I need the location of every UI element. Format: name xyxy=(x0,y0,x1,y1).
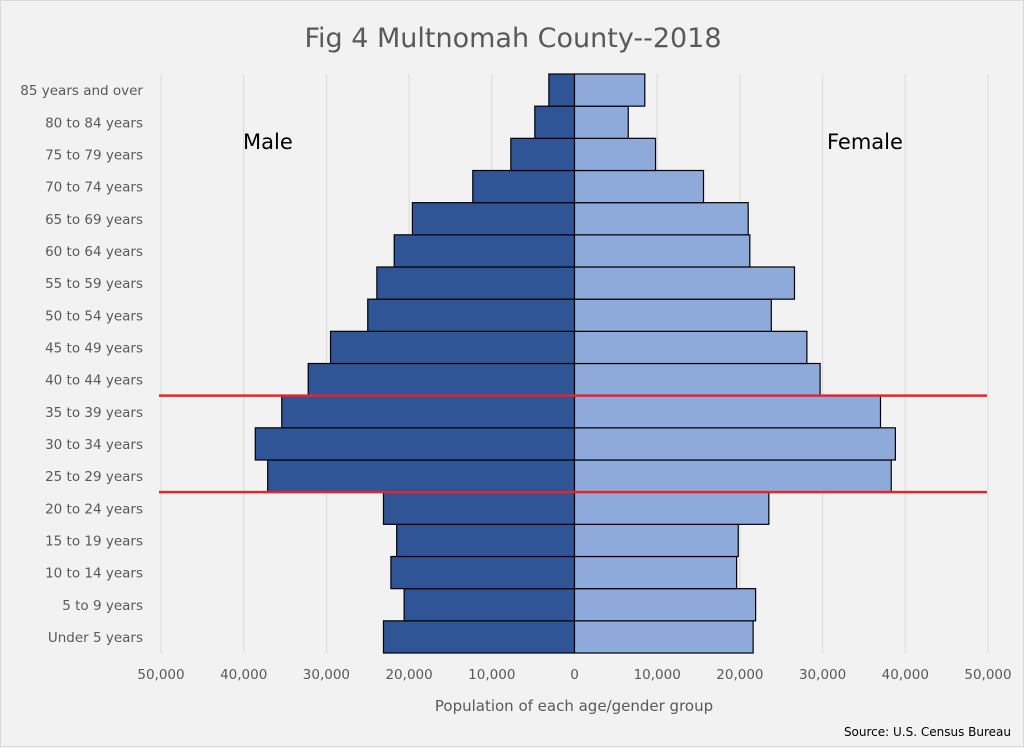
female-bar xyxy=(573,427,896,461)
female-bar xyxy=(573,491,770,525)
female-bar xyxy=(573,105,629,139)
category-label: 80 to 84 years xyxy=(45,115,143,131)
source-note: Source: U.S. Census Bureau xyxy=(844,725,1011,739)
male-bar xyxy=(367,298,576,332)
female-bar xyxy=(573,202,749,236)
female-bar xyxy=(573,395,882,429)
x-tick-label: 50,000 xyxy=(137,667,184,683)
male-bar xyxy=(382,491,576,525)
category-label: 10 to 14 years xyxy=(45,566,143,582)
x-tick-label: 10,000 xyxy=(468,667,515,683)
category-label: 65 to 69 years xyxy=(45,212,143,228)
male-bar xyxy=(307,362,576,397)
category-label: 85 years and over xyxy=(20,83,143,99)
x-tick-label: 0 xyxy=(570,667,579,683)
male-bar xyxy=(403,588,576,622)
male-bar xyxy=(267,459,576,493)
male-bar xyxy=(548,73,576,107)
category-label: 40 to 44 years xyxy=(45,373,143,389)
female-bar xyxy=(573,330,808,365)
x-axis-title: Population of each age/gender group xyxy=(435,697,713,715)
male-bar xyxy=(472,169,576,204)
female-bar xyxy=(573,555,738,590)
male-bar xyxy=(376,266,576,300)
female-bar xyxy=(573,73,646,107)
x-tick-label: 30,000 xyxy=(799,667,846,683)
male-bar xyxy=(254,427,576,461)
category-labels: Under 5 years 5 to 9 years 10 to 14 years 1… xyxy=(20,83,143,646)
female-bar xyxy=(573,234,751,268)
x-tick-label: 40,000 xyxy=(220,667,267,683)
category-label: Under 5 years xyxy=(48,630,143,646)
category-label: 25 to 29 years xyxy=(45,469,143,485)
category-label: 70 to 74 years xyxy=(45,180,143,196)
male-bar xyxy=(390,555,576,590)
male-bar xyxy=(396,523,576,558)
category-label: 50 to 54 years xyxy=(45,308,143,324)
female-bar xyxy=(573,362,821,397)
male-bar xyxy=(382,620,576,654)
male-bar xyxy=(534,105,576,139)
x-tick-label: 30,000 xyxy=(303,667,350,683)
category-label: 30 to 34 years xyxy=(45,437,143,453)
x-tick-label: 50,000 xyxy=(964,667,1011,683)
category-label: 35 to 39 years xyxy=(45,405,143,421)
category-label: 75 to 79 years xyxy=(45,147,143,163)
male-bar xyxy=(411,202,576,236)
category-label: 55 to 59 years xyxy=(45,276,143,292)
female-label: Female xyxy=(827,130,903,154)
female-bar xyxy=(573,620,754,654)
x-tick-labels: 50,000 40,000 30,000 20,000 10,000 0 10,000 20,… xyxy=(137,667,1011,683)
category-label: 60 to 64 years xyxy=(45,244,143,260)
category-label: 5 to 9 years xyxy=(62,598,143,614)
female-bar xyxy=(573,266,796,300)
x-tick-label: 40,000 xyxy=(882,667,929,683)
bars xyxy=(254,73,896,654)
male-bar xyxy=(329,330,576,365)
male-bar xyxy=(510,137,576,172)
female-bar xyxy=(573,588,757,622)
category-label: 45 to 49 years xyxy=(45,340,143,356)
female-bar xyxy=(573,298,772,332)
category-label: 20 to 24 years xyxy=(45,501,143,517)
chart-title: Fig 4 Multnomah County--2018 xyxy=(304,23,721,54)
female-bar xyxy=(573,137,657,172)
x-tick-label: 10,000 xyxy=(634,667,681,683)
female-bar xyxy=(573,169,705,204)
male-label: Male xyxy=(243,130,293,154)
male-bar xyxy=(393,234,576,268)
female-bar xyxy=(573,523,739,558)
x-tick-label: 20,000 xyxy=(385,667,432,683)
female-bar xyxy=(573,459,892,493)
annotations: Male Female xyxy=(159,130,987,494)
x-tick-label: 20,000 xyxy=(716,667,763,683)
male-bar xyxy=(281,395,576,429)
category-label: 15 to 19 years xyxy=(45,533,143,549)
